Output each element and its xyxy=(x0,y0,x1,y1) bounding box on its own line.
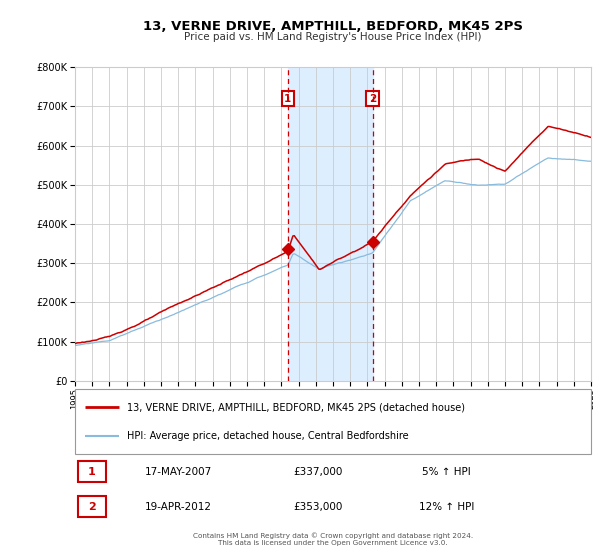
Text: 12% ↑ HPI: 12% ↑ HPI xyxy=(419,502,474,512)
Text: HPI: Average price, detached house, Central Bedfordshire: HPI: Average price, detached house, Cent… xyxy=(127,431,408,441)
Text: £337,000: £337,000 xyxy=(293,467,342,477)
Text: 2: 2 xyxy=(369,94,376,104)
FancyBboxPatch shape xyxy=(77,461,106,482)
Text: £353,000: £353,000 xyxy=(293,502,342,512)
Text: 13, VERNE DRIVE, AMPTHILL, BEDFORD, MK45 2PS: 13, VERNE DRIVE, AMPTHILL, BEDFORD, MK45… xyxy=(143,20,523,32)
Text: 1: 1 xyxy=(284,94,292,104)
Text: 5% ↑ HPI: 5% ↑ HPI xyxy=(422,467,471,477)
Text: 17-MAY-2007: 17-MAY-2007 xyxy=(145,467,212,477)
Text: Price paid vs. HM Land Registry's House Price Index (HPI): Price paid vs. HM Land Registry's House … xyxy=(184,32,482,43)
Text: 1: 1 xyxy=(88,467,95,477)
FancyBboxPatch shape xyxy=(75,389,591,454)
Text: Contains HM Land Registry data © Crown copyright and database right 2024.
This d: Contains HM Land Registry data © Crown c… xyxy=(193,533,473,546)
FancyBboxPatch shape xyxy=(77,496,106,517)
Text: 19-APR-2012: 19-APR-2012 xyxy=(145,502,212,512)
Text: 13, VERNE DRIVE, AMPTHILL, BEDFORD, MK45 2PS (detached house): 13, VERNE DRIVE, AMPTHILL, BEDFORD, MK45… xyxy=(127,402,464,412)
Text: 2: 2 xyxy=(88,502,95,512)
Bar xyxy=(288,67,373,381)
